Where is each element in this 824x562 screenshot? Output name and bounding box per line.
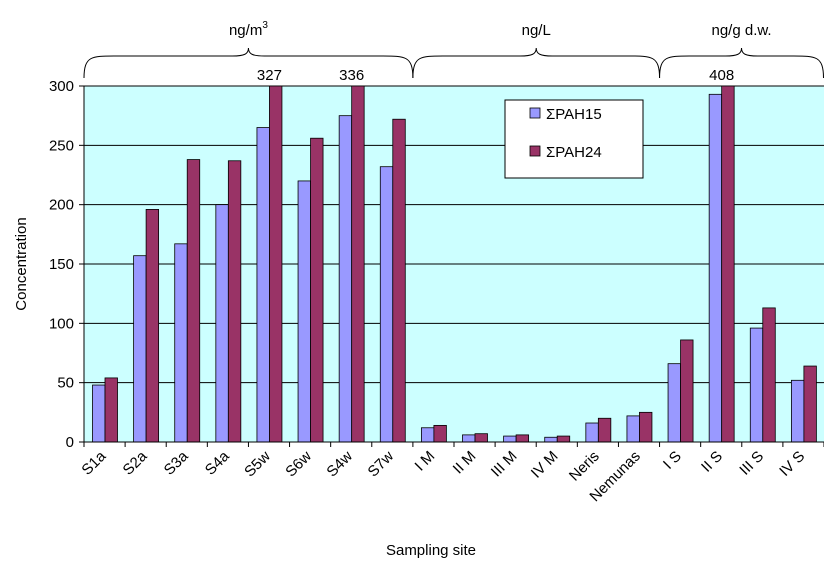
y-tick-labels: 0 50 100 150 200 250 300 bbox=[49, 78, 74, 451]
bar bbox=[749, 327, 764, 443]
axes bbox=[79, 85, 824, 447]
x-tick-label: S4a bbox=[202, 447, 233, 478]
bar bbox=[667, 363, 681, 443]
x-tick-label: II S bbox=[698, 448, 726, 476]
y-tick-label: 200 bbox=[49, 197, 74, 214]
group-label-text: ng/m bbox=[229, 22, 262, 39]
x-tick-label: S5w bbox=[241, 448, 274, 481]
bar bbox=[145, 209, 160, 443]
legend-label: ΣPAH15 bbox=[546, 106, 602, 123]
bar bbox=[104, 377, 118, 443]
bar bbox=[227, 160, 242, 443]
bar bbox=[626, 415, 640, 443]
bar bbox=[310, 137, 324, 443]
x-tick-label: I M bbox=[412, 448, 439, 475]
bar bbox=[556, 435, 571, 443]
x-tick-label: III S bbox=[736, 448, 767, 479]
bar bbox=[585, 422, 599, 443]
group-label-sup: 3 bbox=[262, 20, 268, 31]
x-tick-label: II M bbox=[450, 448, 480, 478]
y-tick-label: 0 bbox=[66, 434, 74, 451]
x-tick-label: S6w bbox=[282, 448, 315, 481]
legend-swatch bbox=[529, 145, 541, 157]
bar bbox=[503, 435, 517, 443]
bar bbox=[721, 85, 735, 443]
group-braces: ng/m3 ng/L ng/g d.w. bbox=[83, 20, 824, 79]
legend-box bbox=[504, 99, 644, 179]
x-tick-labels: S1a S2a S3a S4a S5w S6w S4w S7w I M II M III M IV M… bbox=[78, 447, 808, 505]
bar bbox=[762, 307, 776, 443]
group-label-text: ng/g d.w. bbox=[712, 22, 772, 39]
x-tick-label: S7w bbox=[365, 448, 398, 481]
bar bbox=[338, 115, 353, 443]
group-brace bbox=[83, 47, 414, 79]
group-brace bbox=[412, 47, 661, 79]
bar bbox=[215, 204, 229, 443]
bar bbox=[597, 417, 612, 443]
bar bbox=[269, 85, 283, 443]
bar bbox=[420, 427, 435, 443]
legend-label: ΣPAH24 bbox=[546, 144, 602, 161]
x-tick-label: S3a bbox=[161, 447, 192, 478]
y-tick-label: 50 bbox=[57, 375, 74, 392]
bar bbox=[474, 433, 488, 443]
bar bbox=[462, 434, 476, 443]
group-label: ng/g d.w. bbox=[712, 22, 772, 39]
bar bbox=[433, 424, 447, 443]
bar bbox=[515, 434, 530, 443]
bar bbox=[392, 118, 406, 443]
x-tick-label: I S bbox=[660, 448, 685, 473]
value-label: 408 bbox=[709, 67, 734, 84]
y-tick-label: 150 bbox=[49, 256, 74, 273]
x-tick-label: S4w bbox=[323, 448, 356, 481]
legend-swatch bbox=[529, 107, 541, 119]
legend: ΣPAH15 ΣPAH24 bbox=[504, 99, 644, 179]
value-labels: 327 336 408 bbox=[257, 67, 734, 84]
bar bbox=[174, 243, 188, 443]
bar bbox=[803, 365, 817, 443]
y-tick-label: 300 bbox=[49, 78, 74, 95]
y-tick-label: 250 bbox=[49, 137, 74, 154]
value-label: 327 bbox=[257, 67, 282, 84]
bar bbox=[256, 127, 270, 443]
x-tick-label: S2a bbox=[120, 447, 151, 478]
group-label-text: ng/L bbox=[522, 22, 551, 39]
bar bbox=[297, 180, 311, 443]
value-label: 336 bbox=[339, 67, 364, 84]
bar bbox=[680, 339, 694, 443]
x-tick-label: S1a bbox=[78, 447, 109, 478]
group-brace bbox=[659, 47, 824, 79]
bar bbox=[544, 436, 558, 443]
bars bbox=[92, 85, 817, 443]
bar bbox=[92, 384, 106, 443]
group-label: ng/L bbox=[522, 22, 551, 39]
x-tick-label: Neris bbox=[566, 448, 603, 485]
gridlines bbox=[84, 85, 824, 384]
bar bbox=[639, 411, 653, 443]
y-tick-label: 100 bbox=[49, 315, 74, 332]
group-label: ng/m3 bbox=[229, 20, 268, 39]
bar bbox=[351, 85, 365, 443]
x-axis-title: Sampling site bbox=[386, 542, 476, 559]
x-tick-label: III M bbox=[488, 448, 521, 481]
y-axis-title: Concentration bbox=[13, 217, 30, 310]
x-tick-label: IV S bbox=[776, 448, 808, 480]
bar bbox=[790, 379, 805, 443]
bar bbox=[133, 255, 147, 443]
bar bbox=[379, 166, 394, 443]
bar bbox=[186, 159, 201, 443]
x-tick-label: IV M bbox=[528, 448, 562, 482]
bar bbox=[708, 93, 723, 443]
